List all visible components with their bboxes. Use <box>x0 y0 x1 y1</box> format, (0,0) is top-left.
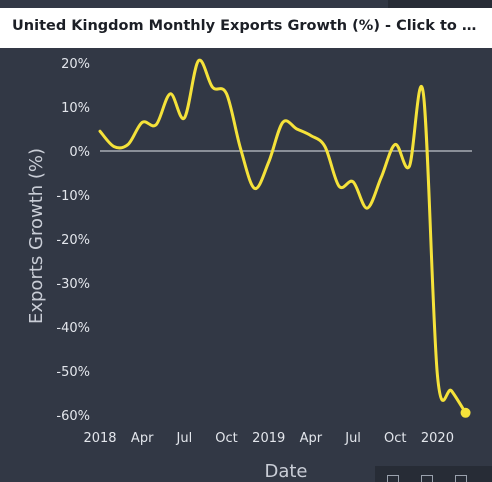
y-tick-label: -60% <box>56 409 90 424</box>
x-tick-label: 2020 <box>421 431 454 446</box>
y-tick-label: -20% <box>56 233 90 248</box>
y-axis-ticks: 20% 10% 0% -10% -20% -30% -40% -50% -60% <box>56 57 90 424</box>
x-tick-label: Jul <box>344 431 361 446</box>
x-tick-label: 2019 <box>252 431 285 446</box>
x-tick-label: Oct <box>384 431 406 446</box>
chart-toolbar <box>375 466 492 482</box>
x-tick-label: Oct <box>215 431 237 446</box>
x-tick-label: 2018 <box>83 431 116 446</box>
title-bar[interactable]: United Kingdom Monthly Exports Growth (%… <box>0 8 492 48</box>
y-axis-title: Exports Growth (%) <box>26 148 47 324</box>
x-axis-title: Date <box>264 461 307 482</box>
download-icon[interactable] <box>421 475 433 482</box>
series-end-point[interactable] <box>460 407 471 418</box>
x-tick-label: Jul <box>176 431 193 446</box>
y-tick-label: 10% <box>61 101 90 116</box>
y-tick-label: 20% <box>61 57 90 72</box>
expand-icon[interactable] <box>455 475 467 482</box>
y-tick-label: -40% <box>56 321 90 336</box>
table-icon[interactable] <box>387 475 399 482</box>
y-tick-label: -50% <box>56 365 90 380</box>
x-tick-label: Apr <box>300 431 323 446</box>
y-tick-label: 0% <box>69 145 90 160</box>
y-tick-label: -30% <box>56 277 90 292</box>
series-line[interactable] <box>98 58 468 415</box>
y-tick-label: -10% <box>56 189 90 204</box>
x-axis-ticks: 2018 Apr Jul Oct 2019 Apr Jul Oct 2020 <box>83 431 454 446</box>
top-tab <box>388 0 492 8</box>
x-tick-label: Apr <box>131 431 154 446</box>
